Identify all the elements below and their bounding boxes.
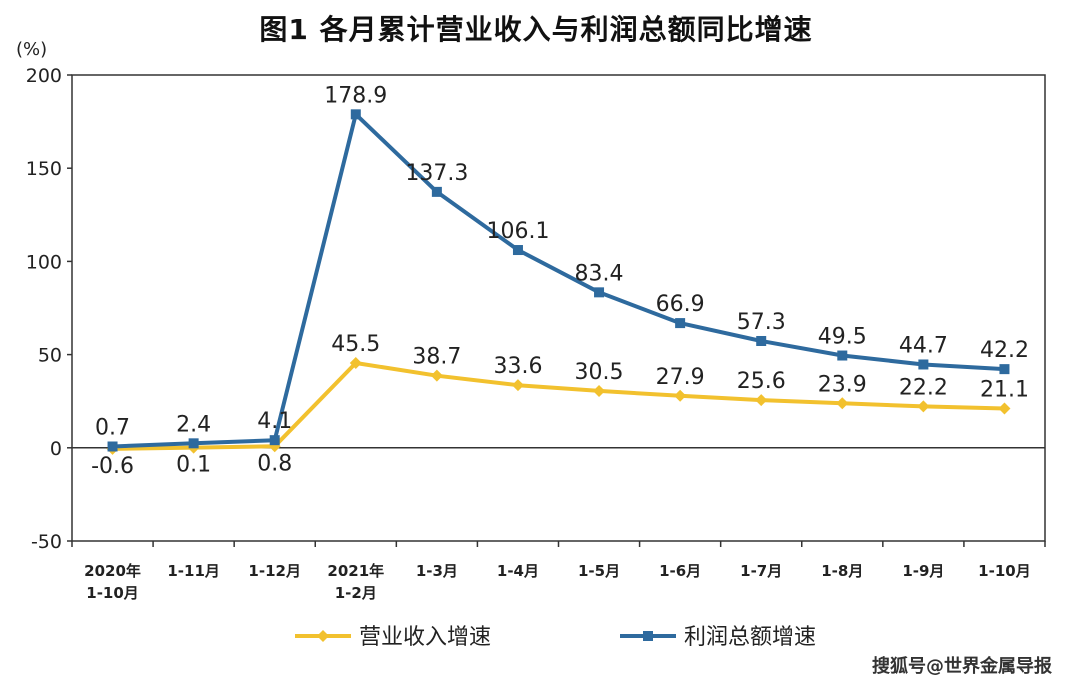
x-tick-label: 1-3月 [416,562,458,580]
revenue-data-label: 22.2 [899,375,948,400]
revenue-point [674,389,687,402]
profit-data-label: 137.3 [405,161,468,186]
y-axis-unit: (%) [16,39,47,60]
plot-frame [71,74,1046,542]
x-tick-labels: 2020年 1-10月 1-11月 1-12月 2021年 1-2月 1-3月 1-4月 1-5… [71,541,1046,602]
profit-data-label: 83.4 [575,261,624,286]
revenue-data-label: 45.5 [331,332,380,357]
profit-data-label: 42.2 [980,338,1029,363]
y-tick-label: 50 [38,345,62,367]
revenue-point [511,379,524,392]
legend: 营业收入增速 利润总额增速 [295,625,816,650]
axes: (%) [16,39,1046,542]
x-tick-label: 1-11月 [167,562,220,580]
revenue-data-label: 33.6 [493,354,542,379]
x-tick-label: 1-10月 [978,562,1031,580]
revenue-point [998,402,1011,415]
profit-point [999,364,1010,375]
profit-data-label: 178.9 [324,83,387,108]
revenue-point [836,397,849,410]
revenue-data-label: 23.9 [818,372,867,397]
y-tick-label: 100 [26,251,62,273]
profit-point [188,438,199,449]
revenue-data-label: 25.6 [737,369,786,394]
profit-data-label: 0.7 [95,415,130,440]
legend-profit-marker [643,631,653,641]
profit-point [350,109,361,120]
revenue-data-label: 0.8 [257,451,292,476]
profit-point [918,359,929,370]
profit-data-label: 49.5 [818,325,867,350]
revenue-point [349,356,362,369]
x-tick-label: 1-9月 [902,562,944,580]
profit-point [107,441,118,452]
legend-profit-label: 利润总额增速 [684,625,816,650]
x-tick-label: 1-4月 [497,562,539,580]
x-tick-label: 1-7月 [740,562,782,580]
y-tick-label: 0 [50,438,62,460]
profit-point [756,335,767,346]
chart-title: 图1 各月累计营业收入与利润总额同比增速 [259,13,813,46]
profit-data-label: 44.7 [899,333,948,358]
revenue-point [593,384,606,397]
y-tick-label: -50 [31,531,62,553]
revenue-data-label: 0.1 [176,453,211,478]
profit-point [837,350,848,361]
profit-data-label: 57.3 [737,310,786,335]
x-tick-label: 1-10月 [86,584,139,602]
legend-revenue-label: 营业收入增速 [359,625,491,650]
watermark: 搜狐号@世界金属导报 [872,656,1052,677]
profit-point [675,318,686,329]
revenue-data-label: -0.6 [91,454,134,479]
x-tick-label: 1-2月 [335,584,377,602]
profit-point [512,245,523,256]
y-tick-label: 150 [26,158,62,180]
revenue-point [755,394,768,407]
revenue-data-label: 30.5 [575,360,624,385]
profit-point [269,435,280,446]
data-labels: -0.6 0.1 0.8 45.5 38.7 33.6 30.5 27.9 25.6 23.9 22… [91,83,1029,479]
x-tick-label: 1-6月 [659,562,701,580]
revenue-point [917,400,930,413]
x-tick-label: 1-8月 [821,562,863,580]
revenue-data-label: 21.1 [980,377,1029,402]
revenue-point [430,369,443,382]
profit-data-label: 4.1 [257,409,292,434]
x-tick-label: 1-5月 [578,562,620,580]
profit-growth-line [112,112,1005,449]
series-points [106,109,1011,455]
y-tick-label: 200 [26,65,62,87]
revenue-data-label: 27.9 [656,365,705,390]
revenue-growth-line [112,361,1005,451]
series-lines [112,112,1005,451]
x-tick-label: 1-12月 [248,562,301,580]
y-ticks: 200 150 100 50 0 -50 [26,65,72,553]
profit-point [431,186,442,197]
profit-data-label: 66.9 [656,292,705,317]
legend-revenue-marker [317,630,329,642]
revenue-data-label: 38.7 [412,345,461,370]
x-tick-label: 2021年 [327,562,384,580]
profit-point [594,287,605,298]
x-tick-label: 2020年 [84,562,141,580]
profit-data-label: 2.4 [176,412,211,437]
profit-data-label: 106.1 [486,219,549,244]
